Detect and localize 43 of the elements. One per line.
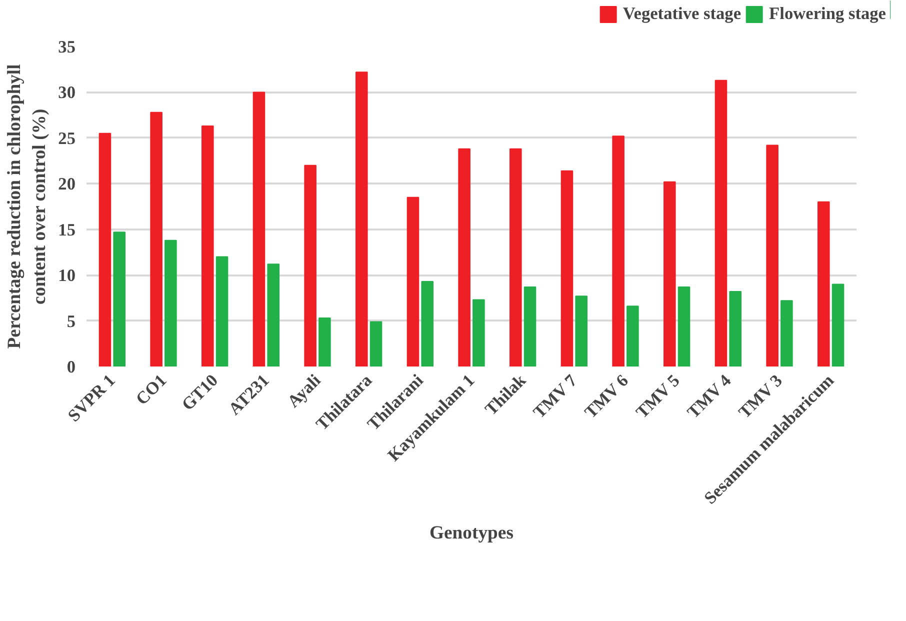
bar xyxy=(678,286,690,366)
bar xyxy=(560,170,574,366)
bar xyxy=(150,112,162,366)
bar xyxy=(356,72,368,366)
bar xyxy=(818,201,830,366)
bar xyxy=(664,181,676,366)
bar xyxy=(318,318,331,366)
bar xyxy=(714,80,728,366)
bar xyxy=(267,264,280,366)
bar xyxy=(252,92,266,366)
bar xyxy=(202,126,214,366)
x-axis-title: Genotypes xyxy=(430,522,514,544)
bar xyxy=(304,164,316,366)
bar xyxy=(524,286,536,366)
bar xyxy=(780,300,793,366)
y-tick-label: 25 xyxy=(58,128,76,148)
y-tick-label: 0 xyxy=(66,358,76,376)
y-tick-label: 15 xyxy=(58,220,76,240)
bar xyxy=(472,299,485,366)
bar xyxy=(370,321,382,366)
bar xyxy=(832,284,844,366)
bar xyxy=(98,132,112,366)
legend-label: Vegetative stage xyxy=(622,4,742,24)
bar xyxy=(216,256,228,366)
y-tick-label: 30 xyxy=(58,83,76,102)
bar xyxy=(510,148,522,366)
bar xyxy=(626,306,639,366)
bar xyxy=(406,196,420,366)
bar xyxy=(458,148,470,366)
y-axis-title: Percentage reduction in chlorophyll content over control (%) xyxy=(4,64,50,349)
bar xyxy=(421,280,434,366)
y-tick-label: 5 xyxy=(66,312,76,331)
bar xyxy=(729,291,742,366)
y-tick-label: 10 xyxy=(58,266,76,286)
x-tick-label: CO1 xyxy=(132,370,170,409)
bar xyxy=(164,240,177,366)
y-tick-label: 20 xyxy=(58,174,76,194)
bar xyxy=(575,296,588,366)
legend-label: Flowering stage xyxy=(769,4,886,24)
bar xyxy=(113,232,126,366)
bar xyxy=(612,136,624,366)
y-tick-label: 35 xyxy=(58,38,76,56)
bar xyxy=(766,144,778,366)
